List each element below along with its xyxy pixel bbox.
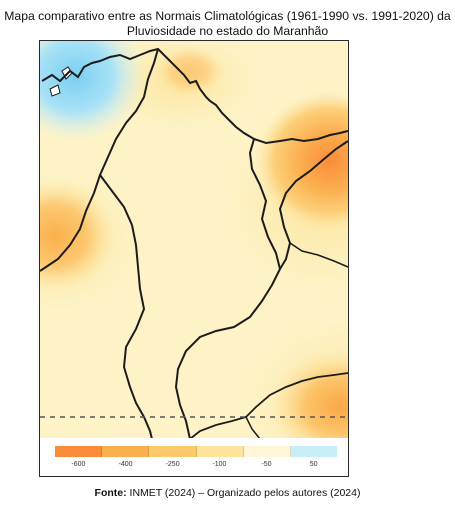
figure-title-line-1: Mapa comparativo entre as Normais Climat… <box>4 9 451 23</box>
source-label: Fonte: <box>94 487 127 499</box>
legend-swatch <box>290 446 338 457</box>
legend-labels: -600 -400 -250 -100 -50 50 <box>55 461 337 471</box>
rainfall-anomaly-map <box>40 41 348 439</box>
legend-label: -250 <box>165 461 180 468</box>
legend-swatch <box>243 446 291 457</box>
anomaly-zone-north <box>155 46 225 96</box>
legend-label: -600 <box>71 461 86 468</box>
legend-label: -400 <box>118 461 133 468</box>
legend-swatch <box>149 446 197 457</box>
legend-label: 50 <box>309 461 318 468</box>
figure-title: Mapa comparativo entre as Normais Climat… <box>0 9 455 39</box>
figure-title-line-2: Pluviosidade no estado do Maranhão <box>126 24 329 38</box>
ceara-border <box>289 242 348 268</box>
anomaly-zone-west <box>40 181 115 291</box>
bahia-border <box>245 416 261 439</box>
legend-color-bar <box>55 446 338 457</box>
figure-source: Fonte: INMET (2024) – Organizado pelos a… <box>0 487 455 499</box>
legend-label: -100 <box>212 461 227 468</box>
legend-swatch <box>55 446 103 457</box>
legend-swatch <box>196 446 244 457</box>
piaui-ceara-border <box>278 140 348 270</box>
island-2 <box>49 84 61 97</box>
southwest-state-border <box>99 174 153 439</box>
legend-swatch <box>102 446 150 457</box>
anomaly-zone-southeast <box>270 351 348 439</box>
legend: -600 -400 -250 -100 -50 50 <box>39 438 349 477</box>
legend-label: -50 <box>261 461 272 468</box>
southern-state-border <box>189 372 348 439</box>
anomaly-zone-northeast <box>255 91 348 231</box>
eastern-state-border <box>174 138 282 439</box>
map-panel <box>39 40 349 440</box>
source-text: INMET (2024) – Organizado pelos autores … <box>129 487 361 499</box>
coastline <box>41 47 348 145</box>
anomaly-zone-northwest <box>40 41 145 141</box>
western-state-border <box>40 48 159 272</box>
